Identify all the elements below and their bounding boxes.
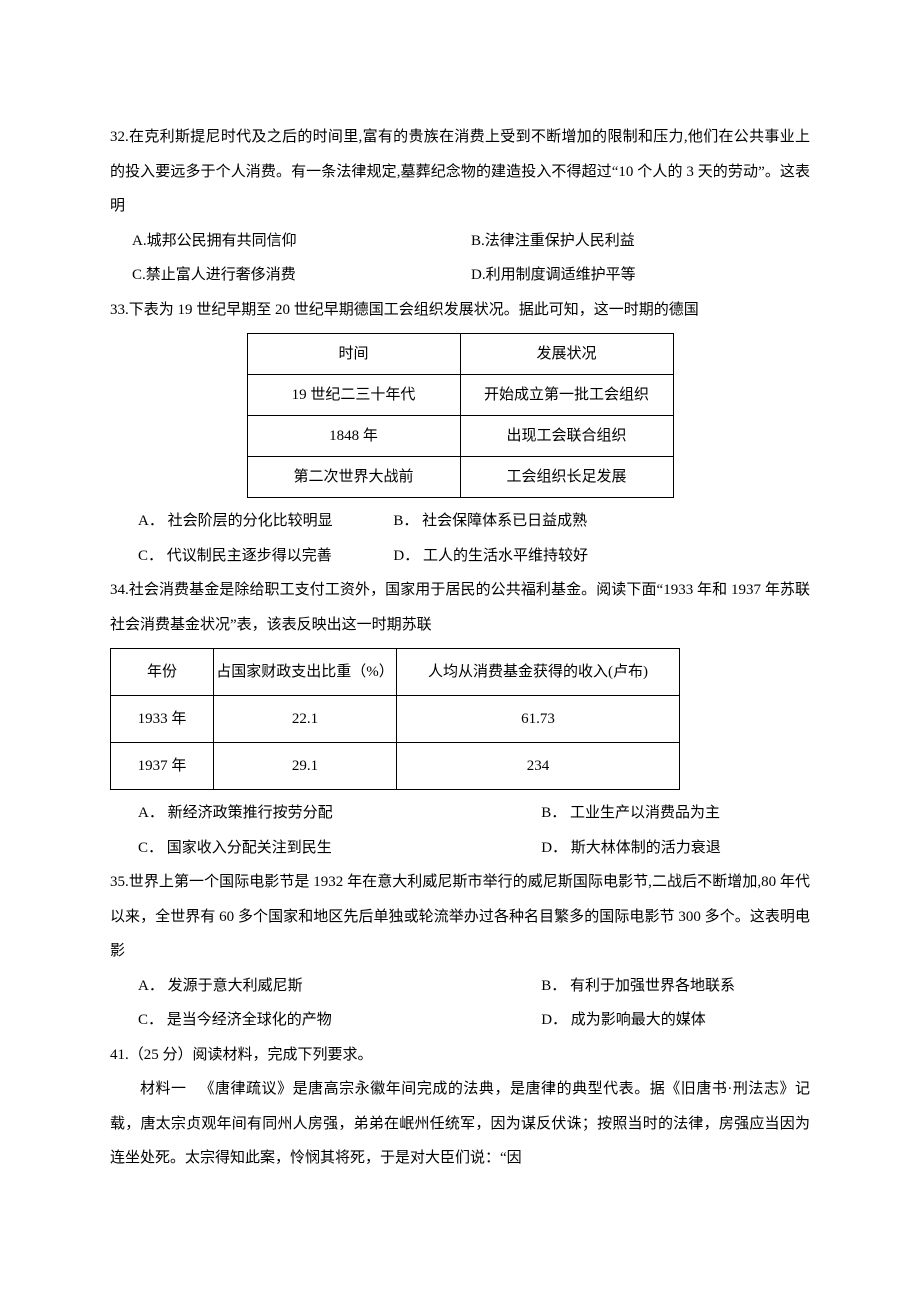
q35-option-c: C． 是当今经济全球化的产物 <box>138 1003 541 1038</box>
cell: 19 世纪二三十年代 <box>247 375 460 416</box>
cell: 61.73 <box>397 696 680 743</box>
q34-th-income: 人均从消费基金获得的收入(卢布) <box>397 649 680 696</box>
cell: 1848 年 <box>247 416 460 457</box>
table-row: 1937 年 29.1 234 <box>111 743 680 790</box>
q33-options-row1: A． 社会阶层的分化比较明显 B． 社会保障体系已日益成熟 <box>110 504 810 539</box>
q32-option-c: C.禁止富人进行奢侈消费 <box>132 258 471 293</box>
q34-option-b: B． 工业生产以消费品为主 <box>541 796 810 831</box>
q35-option-a: A． 发源于意大利威尼斯 <box>138 969 541 1004</box>
q35-option-b: B． 有利于加强世界各地联系 <box>541 969 810 1004</box>
q41-mat1-label: 材料一 <box>140 1081 187 1097</box>
table-row: 1848 年 出现工会联合组织 <box>247 416 673 457</box>
q33-option-c: C． 代议制民主逐步得以完善 <box>138 539 393 574</box>
q33-table: 时间 发展状况 19 世纪二三十年代 开始成立第一批工会组织 1848 年 出现… <box>247 333 674 498</box>
q33-options-row2: C． 代议制民主逐步得以完善 D． 工人的生活水平维持较好 <box>110 539 810 574</box>
q35-options-row2: C． 是当今经济全球化的产物 D． 成为影响最大的媒体 <box>110 1003 810 1038</box>
q34-option-d: D． 斯大林体制的活力衰退 <box>541 831 810 866</box>
q34-table: 年份 占国家财政支出比重（%） 人均从消费基金获得的收入(卢布) 1933 年 … <box>110 648 680 790</box>
cell: 工会组织长足发展 <box>460 457 673 498</box>
q35-options-row1: A． 发源于意大利威尼斯 B． 有利于加强世界各地联系 <box>110 969 810 1004</box>
q33-th-status: 发展状况 <box>460 334 673 375</box>
cell: 出现工会联合组织 <box>460 416 673 457</box>
q32-option-a: A.城邦公民拥有共同信仰 <box>132 224 471 259</box>
q33-th-time: 时间 <box>247 334 460 375</box>
cell: 29.1 <box>214 743 397 790</box>
table-row: 19 世纪二三十年代 开始成立第一批工会组织 <box>247 375 673 416</box>
cell: 第二次世界大战前 <box>247 457 460 498</box>
q34-stem: 34.社会消费基金是除给职工支付工资外，国家用于居民的公共福利基金。阅读下面“1… <box>110 573 810 642</box>
q32-option-b: B.法律注重保护人民利益 <box>471 224 810 259</box>
cell: 1937 年 <box>111 743 214 790</box>
q34-option-a: A． 新经济政策推行按劳分配 <box>138 796 541 831</box>
table-row: 第二次世界大战前 工会组织长足发展 <box>247 457 673 498</box>
q32-stem: 32.在克利斯提尼时代及之后的时间里,富有的贵族在消费上受到不断增加的限制和压力… <box>110 120 810 224</box>
cell: 22.1 <box>214 696 397 743</box>
q34-th-pct: 占国家财政支出比重（%） <box>214 649 397 696</box>
q41-stem: 41.（25 分）阅读材料，完成下列要求。 <box>110 1038 810 1073</box>
table-row: 时间 发展状况 <box>247 334 673 375</box>
q33-option-d: D． 工人的生活水平维持较好 <box>393 539 810 574</box>
q35-option-d: D． 成为影响最大的媒体 <box>541 1003 810 1038</box>
q33-stem: 33.下表为 19 世纪早期至 20 世纪早期德国工会组织发展状况。据此可知，这… <box>110 293 810 328</box>
q32-option-d: D.利用制度调适维护平等 <box>471 258 810 293</box>
table-row: 1933 年 22.1 61.73 <box>111 696 680 743</box>
q35-stem: 35.世界上第一个国际电影节是 1932 年在意大利威尼斯市举行的威尼斯国际电影… <box>110 865 810 969</box>
cell: 开始成立第一批工会组织 <box>460 375 673 416</box>
q32-options-row1: A.城邦公民拥有共同信仰 B.法律注重保护人民利益 <box>110 224 810 259</box>
q33-option-b: B． 社会保障体系已日益成熟 <box>393 504 810 539</box>
q32-options-row2: C.禁止富人进行奢侈消费 D.利用制度调适维护平等 <box>110 258 810 293</box>
document-page: 32.在克利斯提尼时代及之后的时间里,富有的贵族在消费上受到不断增加的限制和压力… <box>0 0 920 1236</box>
cell: 234 <box>397 743 680 790</box>
q41-material-1: 材料一 《唐律疏议》是唐高宗永徽年间完成的法典，是唐律的典型代表。据《旧唐书·刑… <box>110 1072 810 1176</box>
q41-mat1-body: 《唐律疏议》是唐高宗永徽年间完成的法典，是唐律的典型代表。据《旧唐书·刑法志》记… <box>110 1081 810 1166</box>
q34-options-row1: A． 新经济政策推行按劳分配 B． 工业生产以消费品为主 <box>110 796 810 831</box>
q34-th-year: 年份 <box>111 649 214 696</box>
q33-option-a: A． 社会阶层的分化比较明显 <box>138 504 393 539</box>
cell: 1933 年 <box>111 696 214 743</box>
q34-options-row2: C． 国家收入分配关注到民生 D． 斯大林体制的活力衰退 <box>110 831 810 866</box>
q34-option-c: C． 国家收入分配关注到民生 <box>138 831 541 866</box>
table-row: 年份 占国家财政支出比重（%） 人均从消费基金获得的收入(卢布) <box>111 649 680 696</box>
